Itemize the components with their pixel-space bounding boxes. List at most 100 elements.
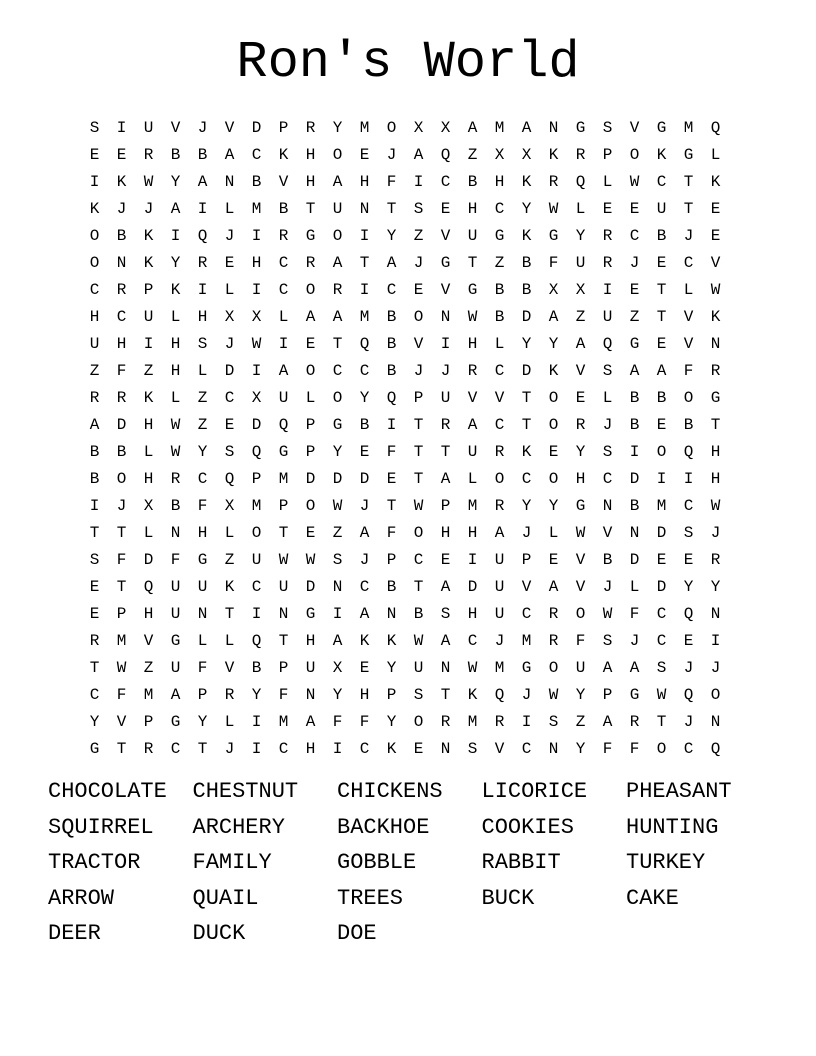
grid-cell: Q: [251, 631, 262, 650]
grid-cell: H: [197, 307, 208, 326]
grid-cell: Q: [683, 685, 694, 704]
grid-cell: O: [494, 469, 505, 488]
grid-cell: R: [197, 253, 208, 272]
grid-cell: Z: [143, 658, 154, 677]
grid-cell: N: [440, 739, 451, 758]
grid-cell: B: [629, 388, 640, 407]
grid-cell: F: [116, 361, 127, 380]
grid-cell: E: [656, 334, 667, 353]
grid-cell: A: [521, 118, 532, 137]
grid-cell: P: [116, 604, 127, 623]
grid-cell: A: [602, 712, 613, 731]
grid-cell: J: [521, 523, 532, 542]
grid-cell: N: [710, 712, 721, 731]
grid-cell: H: [575, 469, 586, 488]
grid-cell: R: [305, 118, 316, 137]
grid-cell: K: [710, 307, 721, 326]
grid-cell: C: [278, 253, 289, 272]
grid-cell: B: [521, 280, 532, 299]
grid-cell: Y: [548, 334, 559, 353]
grid-cell: B: [386, 334, 397, 353]
grid-cell: V: [683, 307, 694, 326]
grid-cell: E: [359, 442, 370, 461]
grid-cell: Z: [197, 415, 208, 434]
grid-cell: L: [143, 523, 154, 542]
grid-cell: Z: [575, 307, 586, 326]
grid-cell: A: [305, 712, 316, 731]
grid-cell: M: [278, 469, 289, 488]
grid-cell: O: [332, 388, 343, 407]
grid-cell: I: [440, 334, 451, 353]
grid-cell: F: [548, 253, 559, 272]
grid-cell: P: [413, 388, 424, 407]
grid-cell: B: [602, 550, 613, 569]
grid-cell: T: [89, 658, 100, 677]
grid-cell: W: [575, 523, 586, 542]
grid-cell: B: [359, 415, 370, 434]
grid-cell: B: [413, 604, 424, 623]
grid-cell: D: [251, 415, 262, 434]
grid-cell: N: [629, 523, 640, 542]
grid-cell: J: [359, 550, 370, 569]
grid-cell: A: [575, 334, 586, 353]
grid-cell: W: [116, 658, 127, 677]
grid-cell: J: [710, 523, 721, 542]
grid-cell: C: [251, 145, 262, 164]
grid-cell: T: [656, 280, 667, 299]
grid-cell: I: [143, 334, 154, 353]
grid-cell: D: [332, 469, 343, 488]
grid-cell: J: [683, 712, 694, 731]
grid-cell: S: [89, 550, 100, 569]
grid-cell: E: [224, 415, 235, 434]
grid-cell: D: [251, 118, 262, 137]
grid-cell: I: [683, 469, 694, 488]
grid-cell: R: [440, 712, 451, 731]
grid-cell: A: [332, 253, 343, 272]
grid-cell: N: [197, 604, 208, 623]
grid-cell: I: [251, 361, 262, 380]
grid-cell: O: [548, 469, 559, 488]
grid-cell: U: [602, 307, 613, 326]
word-list-item: CAKE: [626, 885, 679, 911]
grid-cell: T: [278, 631, 289, 650]
grid-cell: O: [413, 307, 424, 326]
grid-cell: L: [467, 469, 478, 488]
grid-cell: W: [656, 685, 667, 704]
grid-cell: P: [278, 496, 289, 515]
word-list-item: DUCK: [192, 921, 246, 946]
grid-cell: C: [359, 739, 370, 758]
grid-cell: A: [602, 658, 613, 677]
grid-cell: L: [224, 199, 235, 218]
grid-cell: Y: [332, 442, 343, 461]
grid-cell: D: [629, 550, 640, 569]
grid-cell: W: [305, 550, 316, 569]
grid-cell: A: [170, 199, 181, 218]
grid-cell: U: [440, 388, 451, 407]
grid-cell: E: [305, 523, 316, 542]
grid-cell: Y: [170, 253, 181, 272]
grid-cell: Y: [548, 496, 559, 515]
grid-cell: O: [575, 604, 586, 623]
grid-cell: Q: [575, 172, 586, 191]
grid-cell: H: [116, 334, 127, 353]
grid-cell: X: [224, 496, 235, 515]
grid-cell: H: [89, 307, 100, 326]
grid-cell: D: [116, 415, 127, 434]
grid-cell: G: [440, 253, 451, 272]
grid-cell: R: [332, 280, 343, 299]
grid-cell: C: [683, 739, 694, 758]
grid-cell: I: [656, 469, 667, 488]
grid-cell: Y: [332, 118, 343, 137]
grid-cell: I: [467, 550, 478, 569]
grid-cell: Q: [683, 604, 694, 623]
grid-cell: K: [143, 388, 154, 407]
grid-cell: N: [116, 253, 127, 272]
grid-cell: G: [332, 415, 343, 434]
grid-cell: P: [602, 685, 613, 704]
grid-cell: A: [305, 307, 316, 326]
grid-cell: W: [710, 280, 721, 299]
grid-cell: F: [197, 496, 208, 515]
grid-cell: G: [467, 280, 478, 299]
grid-cell: M: [683, 118, 694, 137]
